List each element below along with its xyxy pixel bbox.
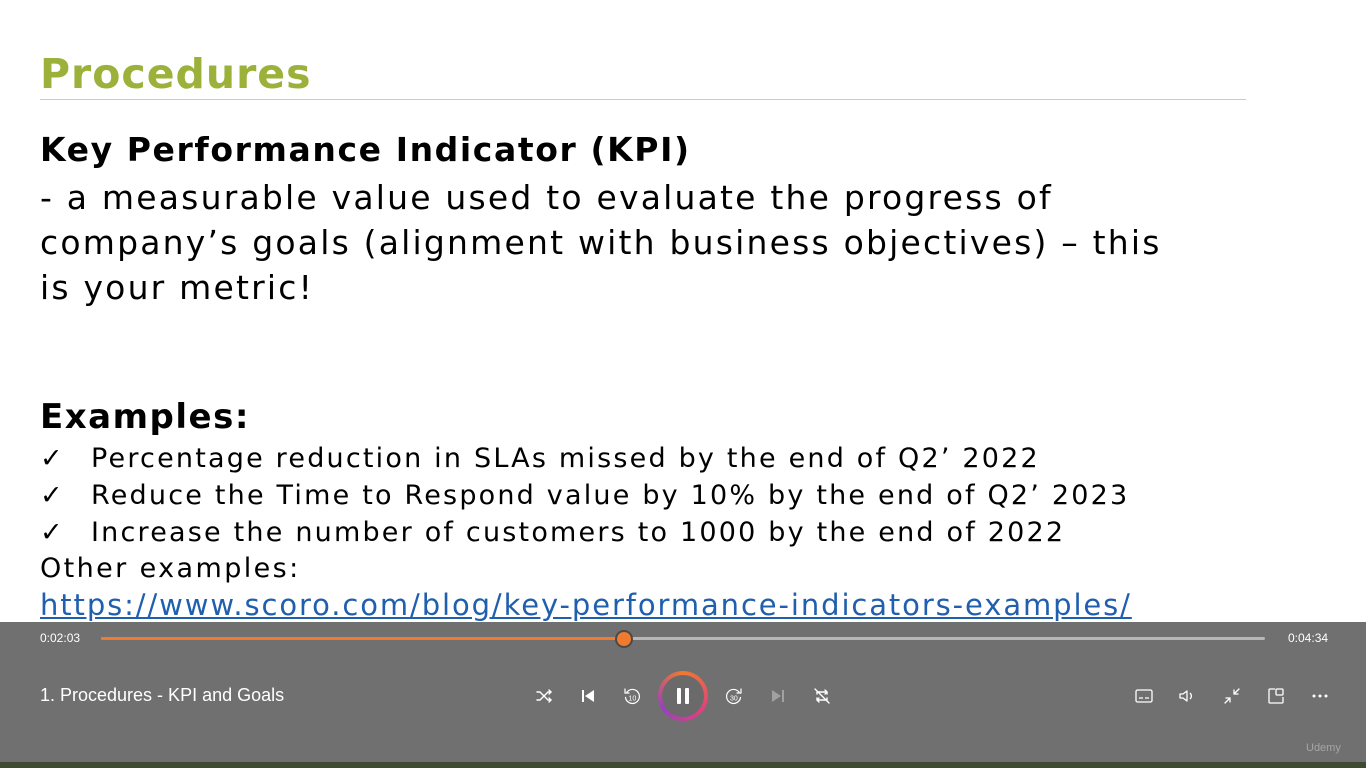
udemy-watermark: Udemy	[1306, 742, 1341, 754]
title-divider	[40, 99, 1246, 100]
examples-heading: Examples:	[40, 397, 250, 437]
rewind-10-icon[interactable]: 10	[618, 682, 646, 710]
now-playing-title: 1. Procedures - KPI and Goals	[40, 685, 285, 705]
bottom-strip	[0, 762, 1366, 768]
kpi-heading: Key Performance Indicator (KPI)	[40, 130, 691, 169]
other-examples-label: Other examples:	[40, 553, 301, 584]
slide-title: Procedures	[40, 50, 312, 98]
volume-icon[interactable]	[1172, 682, 1200, 710]
kpi-definition: - a measurable value used to evaluate th…	[40, 178, 1162, 307]
mini-player-icon[interactable]	[1262, 682, 1290, 710]
pause-icon	[662, 675, 704, 717]
slide: Procedures Key Performance Indicator (KP…	[40, 50, 1246, 622]
forward-30-icon[interactable]: 30	[720, 682, 748, 710]
elapsed-time: 0:02:03	[40, 631, 81, 645]
total-duration: 0:04:34	[1288, 631, 1329, 645]
examples-list: ✓ Percentage reduction in SLAs missed by …	[40, 440, 1129, 551]
seek-thumb[interactable]	[616, 631, 631, 646]
example-item: ✓ Reduce the Time to Respond value by 10%…	[40, 477, 1129, 514]
example-item: ✓ Increase the number of customers to 100…	[40, 514, 1129, 551]
repeat-off-icon[interactable]	[808, 682, 836, 710]
pause-button[interactable]	[658, 671, 708, 721]
svg-text:30: 30	[730, 696, 738, 703]
checkmark-icon: ✓	[40, 480, 65, 511]
media-player-controls: 0:02:03 0:04:34 1. Procedures - KPI and …	[0, 622, 1366, 762]
checkmark-icon: ✓	[40, 443, 65, 474]
example-text: Increase the number of customers to 1000…	[91, 517, 1066, 548]
example-item: ✓ Percentage reduction in SLAs missed by …	[40, 440, 1129, 477]
seek-progress	[101, 637, 624, 640]
checkmark-icon: ✓	[40, 517, 65, 548]
exit-fullscreen-icon[interactable]	[1218, 682, 1246, 710]
shuffle-icon[interactable]	[530, 682, 558, 710]
svg-text:10: 10	[629, 696, 637, 703]
captions-icon[interactable]	[1130, 682, 1158, 710]
skip-previous-icon[interactable]	[574, 682, 602, 710]
skip-next-icon[interactable]	[764, 682, 792, 710]
seek-bar[interactable]	[101, 631, 1265, 646]
example-text: Percentage reduction in SLAs missed by t…	[91, 443, 1040, 474]
more-options-icon[interactable]	[1306, 682, 1334, 710]
kpi-examples-link[interactable]: https://www.scoro.com/blog/key-performan…	[40, 588, 1132, 622]
example-text: Reduce the Time to Respond value by 10% …	[91, 480, 1130, 511]
